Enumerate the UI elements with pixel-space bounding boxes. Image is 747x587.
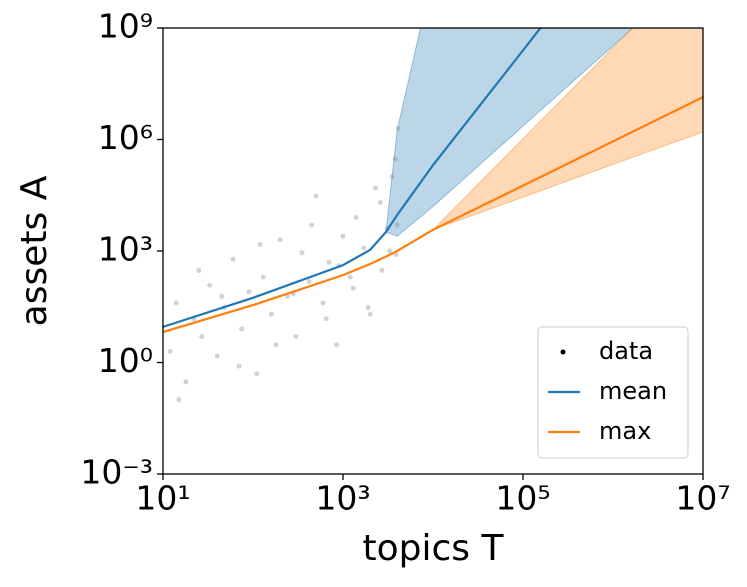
scatter-point (365, 305, 371, 311)
x-tick-label: 10⁵ (495, 479, 550, 518)
scatter-point (394, 222, 400, 228)
scatter-point (254, 371, 260, 377)
scatter-point (373, 185, 379, 191)
scatter-point (392, 156, 398, 162)
y-tick-label: 10⁶ (98, 118, 153, 157)
scatter-point (320, 300, 326, 306)
scatter-point (183, 379, 189, 385)
band (385, 28, 634, 237)
scatter-point (361, 245, 367, 251)
scatter-point (306, 279, 312, 285)
band (432, 28, 703, 231)
scatter-point (268, 311, 274, 317)
scatter-point (340, 233, 346, 239)
scatter-point (273, 342, 279, 348)
scatter-point (246, 289, 252, 295)
scatter-point (199, 334, 205, 340)
scatter-point (347, 274, 353, 280)
legend-box (537, 326, 689, 459)
scatter-point (367, 311, 373, 317)
scatter-point (353, 214, 359, 220)
scatter-point (260, 274, 266, 280)
x-tick-label: 10³ (315, 479, 370, 518)
legend-label: mean (599, 377, 667, 405)
scatter-point (207, 282, 213, 288)
scatter-point (389, 174, 395, 180)
scatter-point (176, 397, 182, 403)
y-axis-label: assets A (14, 175, 55, 326)
scatter-point (167, 348, 173, 354)
x-tick-label: 10¹ (135, 479, 190, 518)
scatter-point (173, 300, 179, 306)
line (163, 96, 703, 334)
scatter-point (239, 326, 245, 332)
scatter-point (293, 334, 299, 340)
scatter-point (299, 250, 305, 256)
x-axis-label: topics T (363, 528, 505, 569)
legend-marker (560, 349, 566, 355)
plot-area (163, 28, 703, 403)
scatter-point (214, 353, 220, 359)
scatter-point (219, 293, 225, 299)
y-tick-label: 10³ (98, 230, 153, 269)
scatter-point (334, 342, 340, 348)
scatter-point (277, 237, 283, 243)
scatter-point (309, 222, 315, 228)
legend: data mean max (537, 326, 689, 459)
legend-label: max (599, 417, 651, 445)
scatter-point (393, 252, 399, 258)
scatter-point (257, 241, 263, 247)
y-tick-label: 10⁻³ (80, 453, 153, 492)
scatter-point (326, 259, 332, 265)
scatter-point (350, 285, 356, 291)
scatter-point (196, 267, 202, 273)
y-tick-label: 10⁹ (98, 7, 153, 46)
scatter-point (230, 256, 236, 262)
scatter-point (236, 363, 242, 369)
scatter-point (323, 316, 329, 322)
line (163, 28, 542, 328)
scatter-point (379, 267, 385, 273)
scatter-point (313, 193, 319, 199)
x-tick-label: 10⁷ (675, 479, 730, 518)
y-tick-label: 10⁰ (98, 341, 153, 380)
legend-label: data (599, 337, 653, 365)
scatter-point (377, 200, 383, 206)
scatter-point (395, 125, 401, 131)
scatter-point (387, 248, 393, 254)
